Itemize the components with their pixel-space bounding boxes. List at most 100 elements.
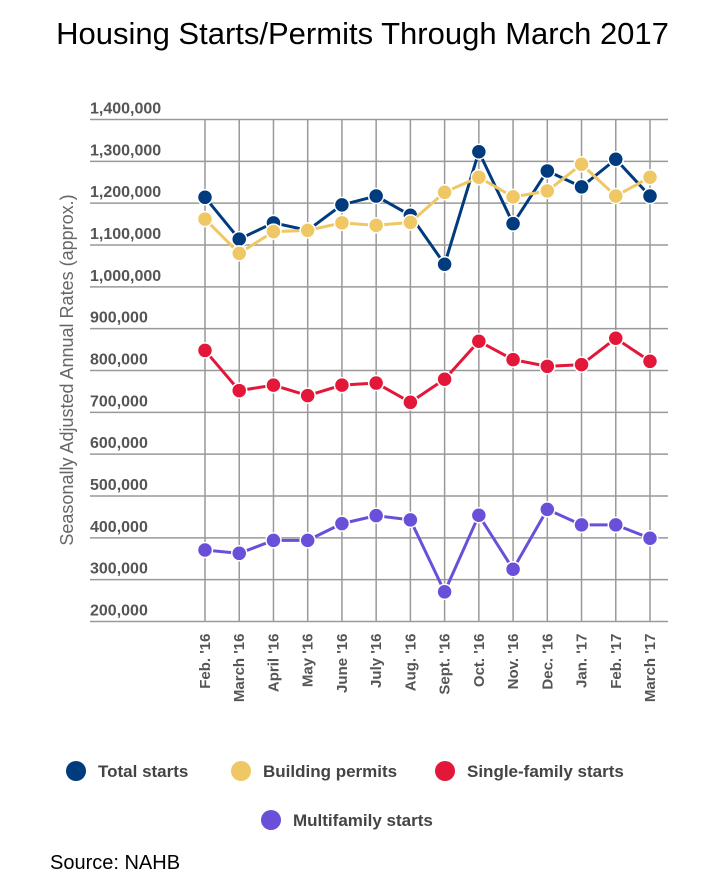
data-point [196,210,214,228]
y-tick-label: 700,000 [90,393,148,410]
x-tick-label: Dec. '16 [539,634,556,690]
data-point [333,196,351,214]
data-point [299,222,316,239]
data-point [504,560,522,578]
y-tick-label: 1,300,000 [90,142,161,159]
series-single-family-starts [196,330,659,411]
data-point [573,156,590,173]
data-point [333,214,351,232]
x-tick-label: April '16 [265,634,282,693]
data-point [436,184,453,201]
x-tick-label: Nov. '16 [505,634,522,690]
data-point [470,168,488,186]
data-point [333,376,351,394]
legend-marker [435,761,455,781]
y-tick-label: 500,000 [90,477,148,494]
legend-item: Single-family starts [435,761,624,781]
legend-item: Building permits [231,761,397,781]
x-tick-label: March '17 [642,634,659,703]
y-tick-label: 300,000 [90,561,148,578]
legend-marker [261,810,281,830]
data-point [265,223,282,240]
data-point [402,394,419,411]
data-point [470,143,488,160]
legend-label: Building permits [263,762,397,781]
data-point [367,374,385,392]
y-tick-label: 1,200,000 [90,184,161,201]
data-point [504,351,522,368]
x-tick-label: Aug. '16 [402,634,419,692]
data-point [607,330,625,347]
data-point [230,245,248,262]
data-point [607,516,625,534]
x-tick-label: May '16 [300,634,317,688]
data-point [470,332,488,350]
data-point [196,189,214,206]
x-tick-label: Sept. '16 [437,634,454,695]
data-point [367,217,385,234]
legend-label: Single-family starts [467,762,624,781]
data-point [230,545,248,562]
y-tick-label: 400,000 [90,519,148,536]
data-point [436,255,453,273]
x-tick-label: Feb. '16 [197,634,214,689]
chart-title: Housing Starts/Permits Through March 201… [56,16,669,51]
legend-item: Multifamily starts [261,810,433,830]
data-point [299,532,316,549]
data-point [230,382,248,399]
data-point [265,376,282,394]
series-multifamily-starts [196,501,659,601]
data-point [607,150,625,168]
data-point [573,516,590,534]
y-tick-label: 600,000 [90,435,148,452]
y-tick-label: 800,000 [90,352,148,369]
data-point [573,178,590,196]
data-point [367,187,385,205]
series-building-permits [196,156,659,262]
legend-marker [66,761,86,781]
data-point [402,511,419,529]
data-point [539,182,556,200]
data-point [436,371,453,388]
data-point [333,515,351,532]
data-point [504,215,522,232]
x-tick-label: July '16 [368,634,385,688]
data-point [641,187,659,205]
x-tick-label: Oct. '16 [471,634,488,688]
data-point [230,230,248,248]
data-point [641,168,659,186]
data-point [367,507,385,524]
y-tick-label: 900,000 [90,310,148,327]
data-point [641,530,659,547]
x-tick-label: Jan. '17 [574,634,591,688]
data-point [504,188,522,206]
data-point [539,501,556,518]
source-note: Source: NAHB [50,852,181,874]
y-tick-label: 200,000 [90,603,148,620]
y-axis-label: Seasonally Adjusted Annual Rates (approx… [57,194,77,545]
legend-label: Total starts [98,762,188,781]
legend-marker [231,761,251,781]
data-point [265,532,282,549]
x-tick-label: March '16 [231,634,248,703]
legend-item: Total starts [66,761,188,781]
data-point [299,387,316,404]
legend-label: Multifamily starts [293,811,433,830]
data-point [196,541,214,559]
data-point [539,358,556,375]
data-point [470,506,488,524]
y-tick-label: 1,400,000 [90,101,161,118]
y-tick-label: 1,100,000 [90,226,161,243]
x-tick-label: June '16 [334,634,351,693]
y-tick-label: 1,000,000 [90,268,161,285]
data-point [573,356,590,373]
data-point [436,583,453,601]
x-tick-label: Feb. '17 [608,634,625,689]
data-point [641,353,659,370]
data-point [607,187,625,205]
data-point [196,342,214,359]
data-point [402,214,419,231]
data-point [539,162,556,180]
